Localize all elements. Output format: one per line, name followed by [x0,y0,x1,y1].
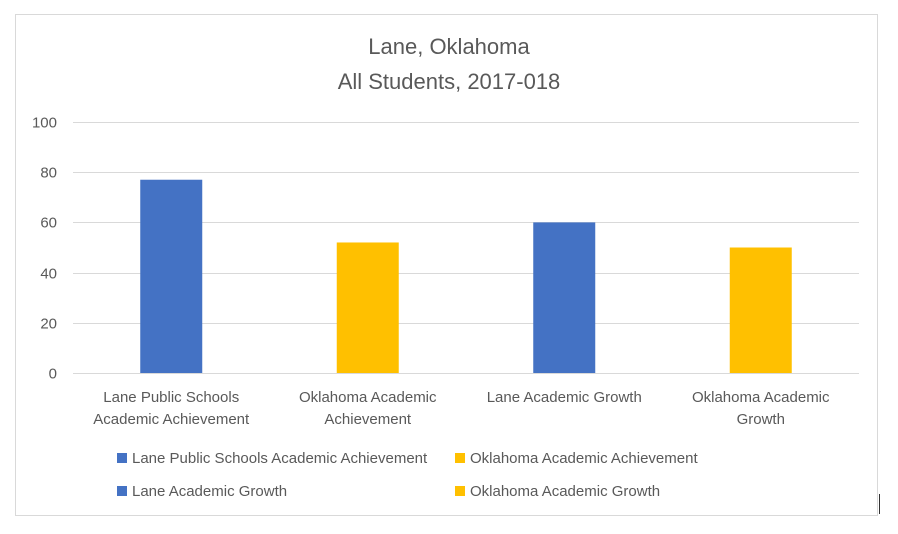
legend-swatch-blue [117,453,127,463]
bar [533,222,596,373]
y-tick-label: 60 [40,215,57,232]
bar [140,179,203,373]
frame-edge-mark [879,494,880,514]
y-tick-label: 80 [40,165,57,182]
y-tick-label: 100 [32,115,57,132]
legend-item-lane-achievement: Lane Public Schools Academic Achievement [117,448,427,468]
legend-label: Lane Academic Growth [132,482,288,500]
y-tick-label: 20 [40,316,57,333]
chart-subtitle: All Students, 2017-018 [337,69,561,94]
legend-item-lane-growth: Lane Academic Growth [117,481,287,501]
legend-swatch-yellow [455,486,465,496]
legend-label: Lane Public Schools Academic Achievement [132,449,428,467]
legend-item-oklahoma-growth: Oklahoma Academic Growth [455,481,660,501]
legend-label: Oklahoma Academic Growth [470,482,661,500]
legend-item-oklahoma-achievement: Oklahoma Academic Achievement [455,448,698,468]
bar [336,242,399,373]
y-tick-label: 0 [49,366,57,383]
x-tick-label: Academic Achievement [93,411,250,428]
chart-title: Lane, Oklahoma [368,34,530,59]
y-tick-label: 40 [40,266,57,283]
x-tick-label: Oklahoma Academic [692,389,830,406]
legend-swatch-yellow [455,453,465,463]
x-tick-label: Growth [737,411,785,428]
x-tick-label: Lane Public Schools [103,389,239,406]
x-tick-label: Lane Academic Growth [487,389,642,406]
bar [729,247,792,373]
legend-label: Oklahoma Academic Achievement [470,449,698,467]
legend-swatch-blue [117,486,127,496]
x-tick-label: Oklahoma Academic [299,389,437,406]
x-tick-label: Achievement [324,411,412,428]
